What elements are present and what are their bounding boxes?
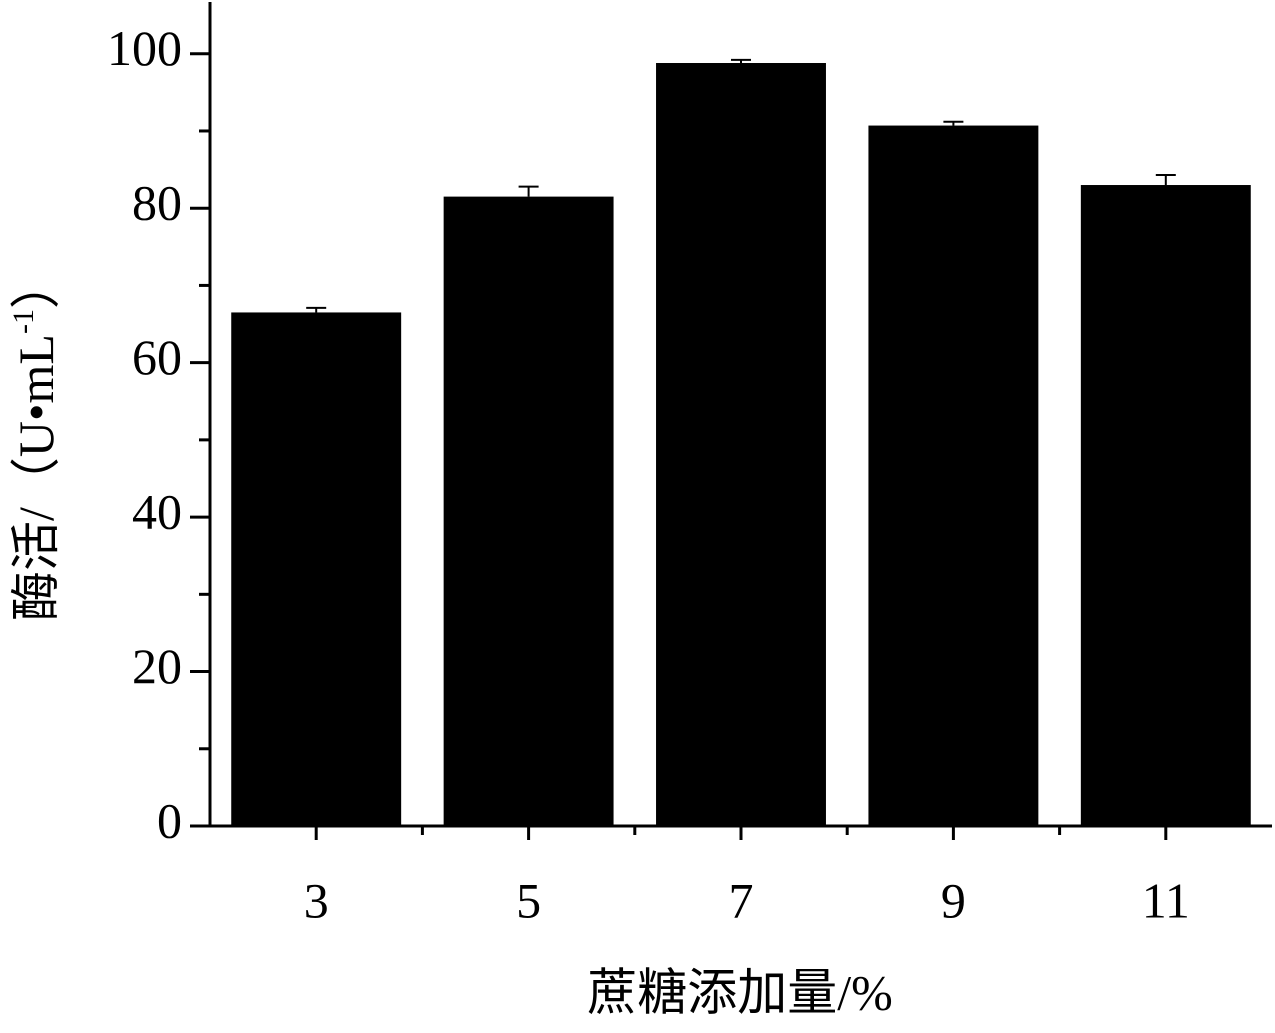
bar [443, 196, 614, 826]
y-tick-label: 100 [107, 20, 182, 76]
bar [1080, 185, 1251, 827]
bar [868, 125, 1039, 826]
bar [656, 63, 826, 827]
x-tick-label: 9 [941, 872, 966, 928]
x-axis-label: 蔗糖添加量/% [587, 964, 893, 1020]
y-tick-label: 80 [132, 175, 182, 231]
y-tick-label: 60 [132, 329, 182, 385]
x-tick-label: 3 [304, 872, 329, 928]
y-tick-label: 0 [157, 792, 182, 848]
bar [231, 312, 402, 826]
y-tick-label: 20 [132, 638, 182, 694]
y-axis-label: 酶活/（U•mL-1） [7, 259, 65, 621]
y-label-main: 酶活/（U•mL [8, 334, 64, 621]
y-label-end: ） [8, 259, 64, 309]
y-tick-label: 40 [132, 484, 182, 540]
x-tick-label: 7 [729, 872, 754, 928]
x-tick-label: 5 [516, 872, 541, 928]
x-tick-label: 11 [1142, 872, 1190, 928]
y-label-sup: -1 [7, 309, 40, 334]
